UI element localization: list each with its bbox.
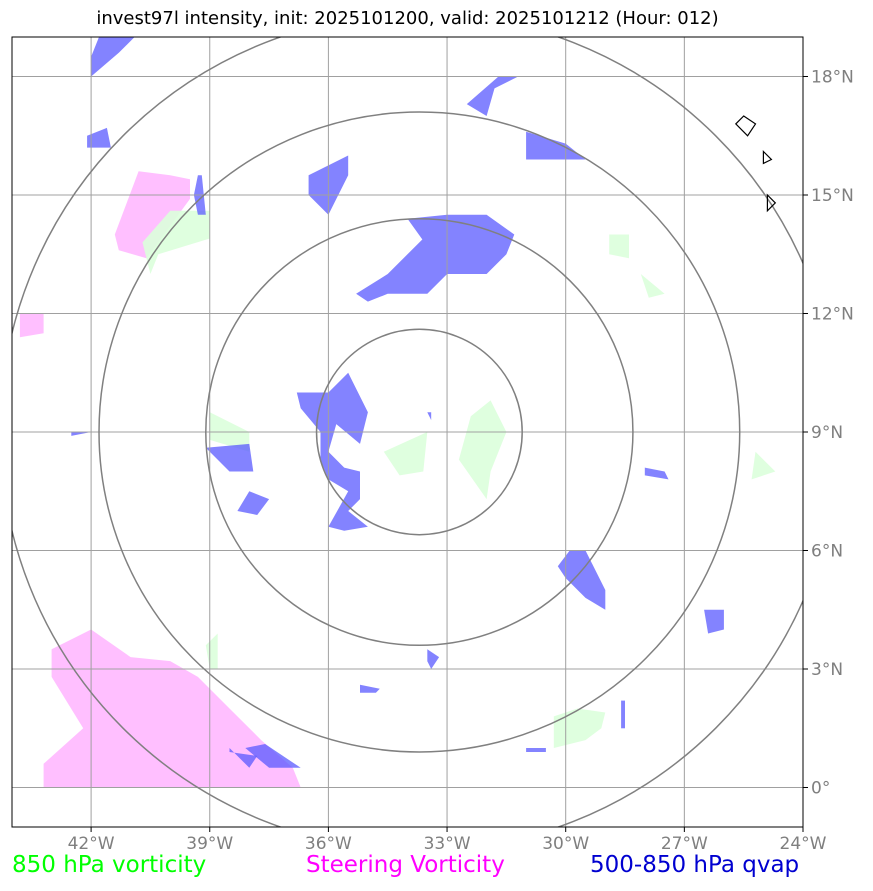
qvap-area [87, 127, 111, 148]
lat-tick-label: 12°N [811, 305, 854, 325]
legend-steering-vorticity: Steering Vorticity [306, 852, 505, 878]
vorticity-850-area [553, 708, 606, 748]
lon-tick-label: 24°W [780, 834, 827, 854]
vorticity-850-areas [142, 210, 776, 748]
lon-tick-label: 42°W [68, 834, 115, 854]
range-rings [12, 37, 803, 827]
vorticity-850-area [205, 633, 218, 669]
steering-vorticity-areas [19, 171, 301, 788]
qvap-area [526, 131, 586, 160]
legend-850-vorticity: 850 hPa vorticity [12, 852, 207, 878]
lon-tick-label: 39°W [186, 834, 233, 854]
steering-vorticity-area [43, 629, 301, 788]
longitude-tick-labels: 42°W 39°W 36°W 33°W 30°W 27°W 24°W [68, 827, 827, 854]
qvap-area [237, 491, 270, 515]
qvap-area [526, 748, 546, 752]
qvap-area [71, 432, 92, 436]
qvap-area [296, 372, 368, 531]
black-contour [734, 115, 757, 137]
lon-tick-label: 30°W [542, 834, 589, 854]
lat-tick-label: 15°N [811, 186, 854, 206]
lat-tick-label: 0° [811, 779, 830, 799]
qvap-area [205, 443, 254, 472]
vorticity-850-area [383, 432, 428, 476]
map-title: invest97l intensity, init: 2025101200, v… [96, 8, 719, 29]
qvap-area [360, 684, 380, 693]
qvap-area [427, 649, 440, 669]
qvap-area [644, 467, 669, 480]
lat-tick-label: 9°N [811, 423, 843, 443]
black-contour [762, 150, 773, 165]
gridlines [12, 37, 803, 827]
vorticity-850-area [751, 451, 776, 480]
qvap-area [0, 472, 4, 512]
qvap-area [557, 550, 606, 610]
qvap-area [704, 609, 724, 634]
qvap-area [356, 214, 515, 302]
latitude-tick-labels: 0° 3°N 6°N 9°N 12°N 15°N 18°N [803, 68, 854, 799]
lat-tick-label: 3°N [811, 660, 843, 680]
steering-vorticity-area [114, 171, 190, 259]
qvap-area [466, 76, 519, 116]
lon-tick-label: 36°W [305, 834, 352, 854]
qvap-areas [0, 37, 724, 768]
vorticity-850-area [609, 234, 629, 259]
black-contour [766, 193, 777, 213]
qvap-area [427, 412, 432, 421]
qvap-area [229, 748, 258, 768]
legend-qvap: 500-850 hPa qvap [590, 852, 800, 878]
qvap-area [91, 37, 135, 77]
lon-tick-label: 27°W [661, 834, 708, 854]
lon-tick-label: 33°W [424, 834, 471, 854]
qvap-area [621, 700, 625, 729]
range-ring [98, 111, 741, 753]
steering-vorticity-area [19, 313, 44, 338]
vorticity-850-area [458, 400, 507, 500]
range-ring [205, 217, 634, 647]
vorticity-850-area [640, 274, 665, 298]
black-contours [734, 115, 777, 213]
lat-tick-label: 18°N [811, 68, 854, 88]
lat-tick-label: 6°N [811, 542, 843, 562]
vorticity-850-area [142, 210, 210, 274]
range-ring [315, 328, 523, 536]
qvap-area [245, 744, 301, 768]
